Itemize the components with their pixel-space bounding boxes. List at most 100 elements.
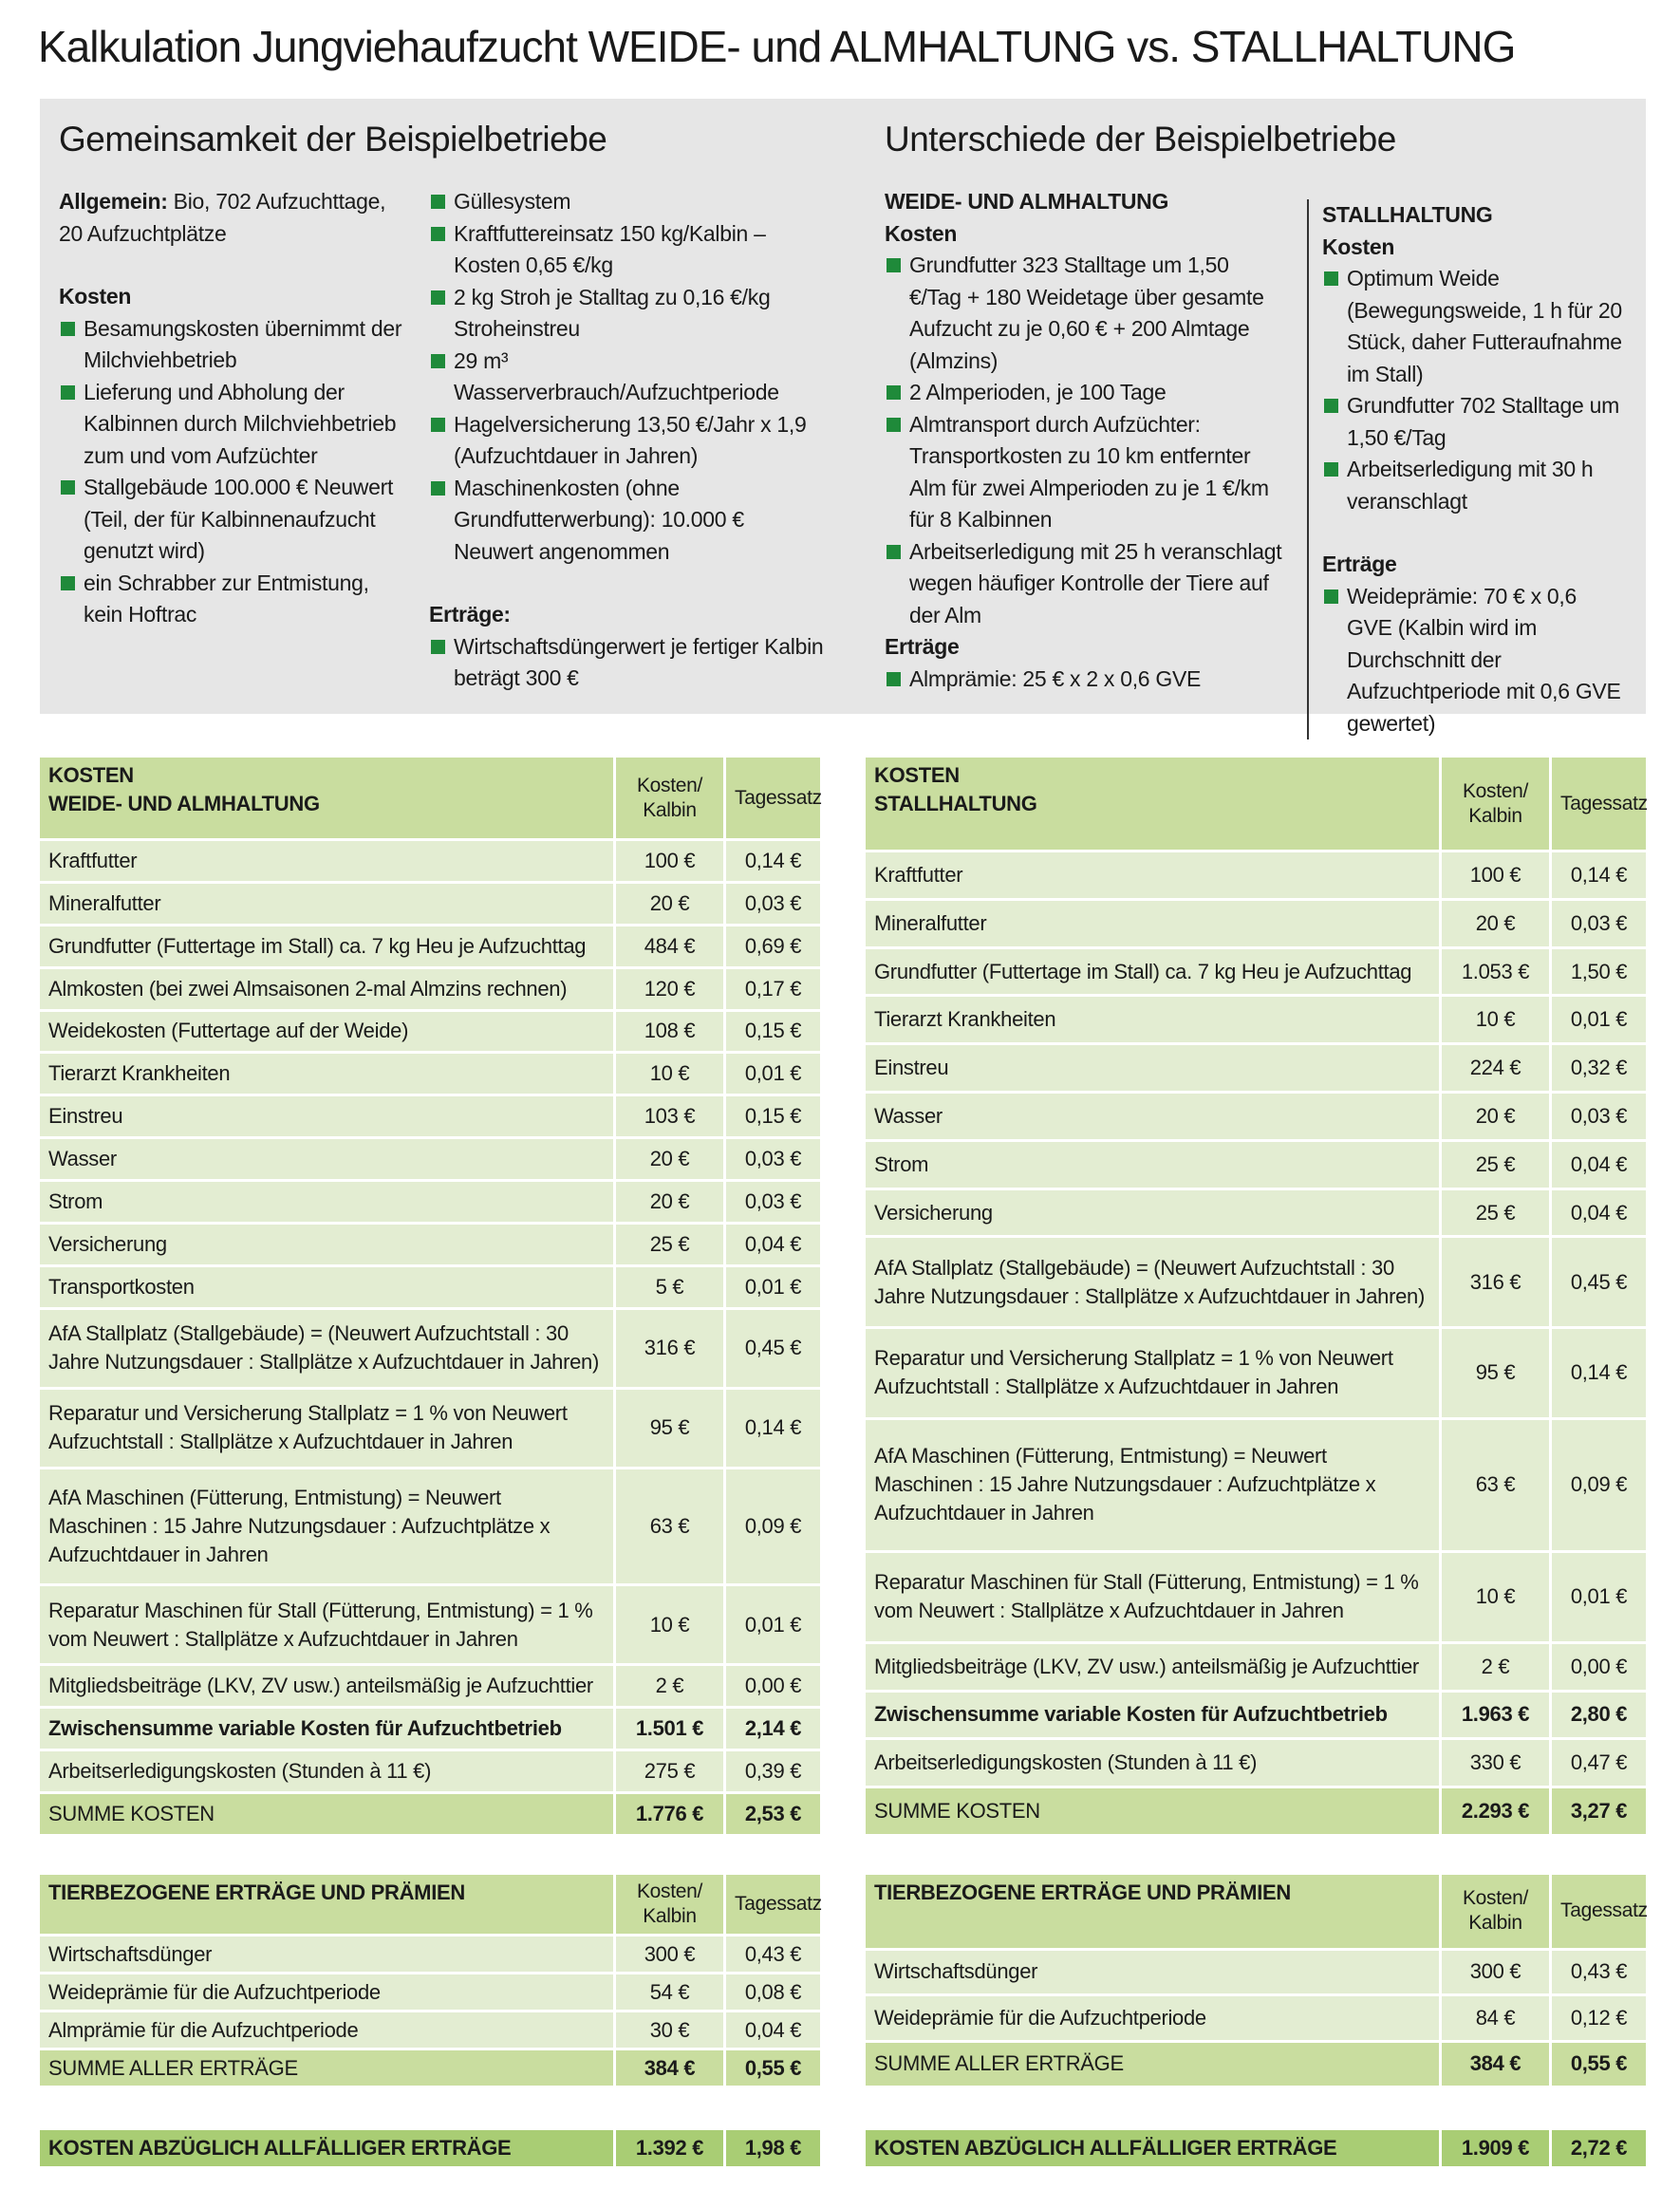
info-column: STALLHALTUNG Kosten Optimum Weide (Bewegun…	[1307, 199, 1626, 739]
page-title: Kalkulation Jungviehaufzucht WEIDE- und …	[38, 22, 1516, 71]
bullet-item: Almtransport durch Aufzüchter: Transport…	[885, 409, 1283, 536]
spacer	[59, 250, 410, 281]
header-label: KOSTEN STALLHALTUNG	[866, 758, 1439, 851]
table-row: KOSTEN ABZÜGLICH ALLFÄLLIGER ERTRÄGE 1.39…	[40, 2130, 820, 2166]
amount: 0,55 €	[723, 2050, 820, 2086]
table-row: AfA Maschinen (Fütterung, Entmistung) = …	[866, 1419, 1646, 1551]
table-row: Mitgliedsbeiträge (LKV, ZV usw.) anteils…	[40, 1666, 820, 1707]
item-label: Kraftfutter	[866, 852, 1439, 898]
sub-heading: Erträge	[885, 634, 960, 659]
bullet-list: Weideprämie: 70 € x 0,6 GVE (Kalbin wird…	[1322, 581, 1626, 740]
amount: 108 €	[613, 1011, 723, 1052]
amount: 1.909 €	[1439, 2130, 1549, 2166]
amount: 84 €	[1439, 1996, 1549, 2040]
bullet-item: ein Schrabber zur Entmistung, kein Hoftr…	[59, 568, 410, 631]
amount: 20 €	[613, 1182, 723, 1222]
item-label: Mitgliedsbeiträge (LKV, ZV usw.) anteils…	[40, 1666, 613, 1707]
amount: 300 €	[1439, 1950, 1549, 1994]
amount: 0,17 €	[723, 968, 820, 1009]
bullet-item: Lieferung und Abholung der Kalbinnen dur…	[59, 377, 410, 473]
amount: 10 €	[1439, 997, 1549, 1043]
amount: 275 €	[613, 1751, 723, 1792]
bullet-item: Maschinenkosten (ohne Grundfutterwerbung…	[429, 473, 828, 569]
sub-heading: Kosten	[1322, 234, 1395, 259]
bullet-item: Wirtschaftsdüngerwert je fertiger Kalbin…	[429, 631, 828, 695]
amount: 0,09 €	[1549, 1419, 1646, 1551]
amount: 384 €	[613, 2050, 723, 2086]
table-row: Zwischensumme variable Kosten für Aufzuc…	[40, 1709, 820, 1750]
bullet-item: Güllesystem	[429, 186, 828, 218]
amount: 103 €	[613, 1096, 723, 1137]
table-row: Weideprämie für die Aufzuchtperiode 84 €0…	[866, 1996, 1646, 2040]
bullet-list: Almprämie: 25 € x 2 x 0,6 GVE	[885, 664, 1283, 696]
table-row: SUMME ALLER ERTRÄGE 384 €0,55 €	[866, 2042, 1646, 2086]
table-row: Reparatur und Versicherung Stallplatz = …	[40, 1389, 820, 1467]
item-label: Einstreu	[866, 1045, 1439, 1092]
item-label: Wasser	[40, 1139, 613, 1180]
amount: 0,01 €	[723, 1054, 820, 1095]
amount: 0,03 €	[723, 1139, 820, 1180]
amount: 1.501 €	[613, 1709, 723, 1750]
amount: 95 €	[613, 1389, 723, 1467]
spacer	[429, 568, 828, 599]
item-label: Versicherung	[866, 1189, 1439, 1236]
amount: 2 €	[613, 1666, 723, 1707]
table-row: Versicherung 25 €0,04 €	[40, 1224, 820, 1264]
bullet-list: Güllesystem Kraftfuttereinsatz 150 kg/Kal…	[429, 186, 828, 568]
item-label: Almprämie für die Aufzuchtperiode	[40, 2012, 613, 2049]
amount: 20 €	[1439, 900, 1549, 946]
item-label: SUMME ALLER ERTRÄGE	[40, 2050, 613, 2086]
table-row: Almprämie für die Aufzuchtperiode 30 €0,0…	[40, 2012, 820, 2049]
header-row: TIERBEZOGENE ERTRÄGE UND PRÄMIEN Kosten/ …	[40, 1875, 822, 1935]
item-label: AfA Maschinen (Fütterung, Entmistung) = …	[866, 1419, 1439, 1551]
amount: 0,14 €	[1549, 852, 1646, 898]
item-label: SUMME ALLER ERTRÄGE	[866, 2042, 1439, 2086]
amount: 1,50 €	[1549, 948, 1646, 995]
bullet-item: Stallgebäude 100.000 € Neuwert (Teil, de…	[59, 472, 410, 568]
amount: 0,04 €	[723, 1224, 820, 1264]
item-label: Zwischensumme variable Kosten für Aufzuc…	[866, 1692, 1439, 1738]
amount: 2,14 €	[723, 1709, 820, 1750]
table-row: Reparatur Maschinen für Stall (Fütterung…	[40, 1586, 820, 1664]
bullet-list: Optimum Weide (Bewegungsweide, 1 h für 2…	[1322, 263, 1626, 517]
amount: 316 €	[1439, 1238, 1549, 1327]
header-text: WEIDE- UND ALMHALTUNG	[48, 792, 320, 815]
amount: 0,00 €	[1549, 1643, 1646, 1690]
column-header: Kosten/ Kalbin	[1439, 758, 1549, 851]
amount: 1.053 €	[1439, 948, 1549, 995]
item-label: Almkosten (bei zwei Almsaisonen 2-mal Al…	[40, 968, 613, 1009]
amount: 20 €	[613, 1139, 723, 1180]
table-row: Weidekosten (Futtertage auf der Weide) 10…	[40, 1011, 820, 1052]
table-row: Grundfutter (Futtertage im Stall) ca. 7 …	[40, 926, 820, 966]
item-label: Wirtschaftsdünger	[40, 1937, 613, 1973]
bullet-item: Kraftfuttereinsatz 150 kg/Kalbin – Koste…	[429, 218, 828, 282]
table-row: Mineralfutter 20 €0,03 €	[40, 883, 820, 924]
amount: 0,32 €	[1549, 1045, 1646, 1092]
amount: 0,01 €	[723, 1586, 820, 1664]
data-table: KOSTEN WEIDE- UND ALMHALTUNG Kosten/ Kalbi…	[40, 755, 822, 1837]
table-row: Wirtschaftsdünger 300 €0,43 €	[866, 1950, 1646, 1994]
table-row: Kraftfutter 100 €0,14 €	[40, 841, 820, 881]
item-label: KOSTEN ABZÜGLICH ALLFÄLLIGER ERTRÄGE	[40, 2130, 613, 2166]
column-header: Kosten/ Kalbin	[1439, 1875, 1549, 1948]
item-label: Weidekosten (Futtertage auf der Weide)	[40, 1011, 613, 1052]
amount: 63 €	[613, 1469, 723, 1584]
item-label: KOSTEN ABZÜGLICH ALLFÄLLIGER ERTRÄGE	[866, 2130, 1439, 2166]
sub-heading: Erträge	[1322, 552, 1397, 576]
item-label: AfA Stallplatz (Stallgebäude) = (Neuwert…	[866, 1238, 1439, 1327]
table-row: Wirtschaftsdünger 300 €0,43 €	[40, 1937, 820, 1973]
table-row: Reparatur Maschinen für Stall (Fütterung…	[866, 1553, 1646, 1641]
amount: 0,00 €	[723, 1666, 820, 1707]
item-label: Versicherung	[40, 1224, 613, 1264]
header-text: TIERBEZOGENE ERTRÄGE UND PRÄMIEN	[874, 1881, 1291, 1904]
item-label: Arbeitserledigungskosten (Stunden à 11 €…	[40, 1751, 613, 1792]
amount: 5 €	[613, 1266, 723, 1307]
amount: 0,03 €	[723, 1182, 820, 1222]
item-label: Zwischensumme variable Kosten für Aufzuc…	[40, 1709, 613, 1750]
general-info: Allgemein: Bio, 702 Aufzuchttage, 20 Auf…	[59, 186, 410, 250]
item-label: Strom	[40, 1182, 613, 1222]
amount: 0,55 €	[1549, 2042, 1646, 2086]
general-text: Bio, 702 Aufzuchttage, 20 Aufzuchtplätze	[59, 189, 386, 246]
sub-heading: Erträge:	[429, 602, 511, 627]
